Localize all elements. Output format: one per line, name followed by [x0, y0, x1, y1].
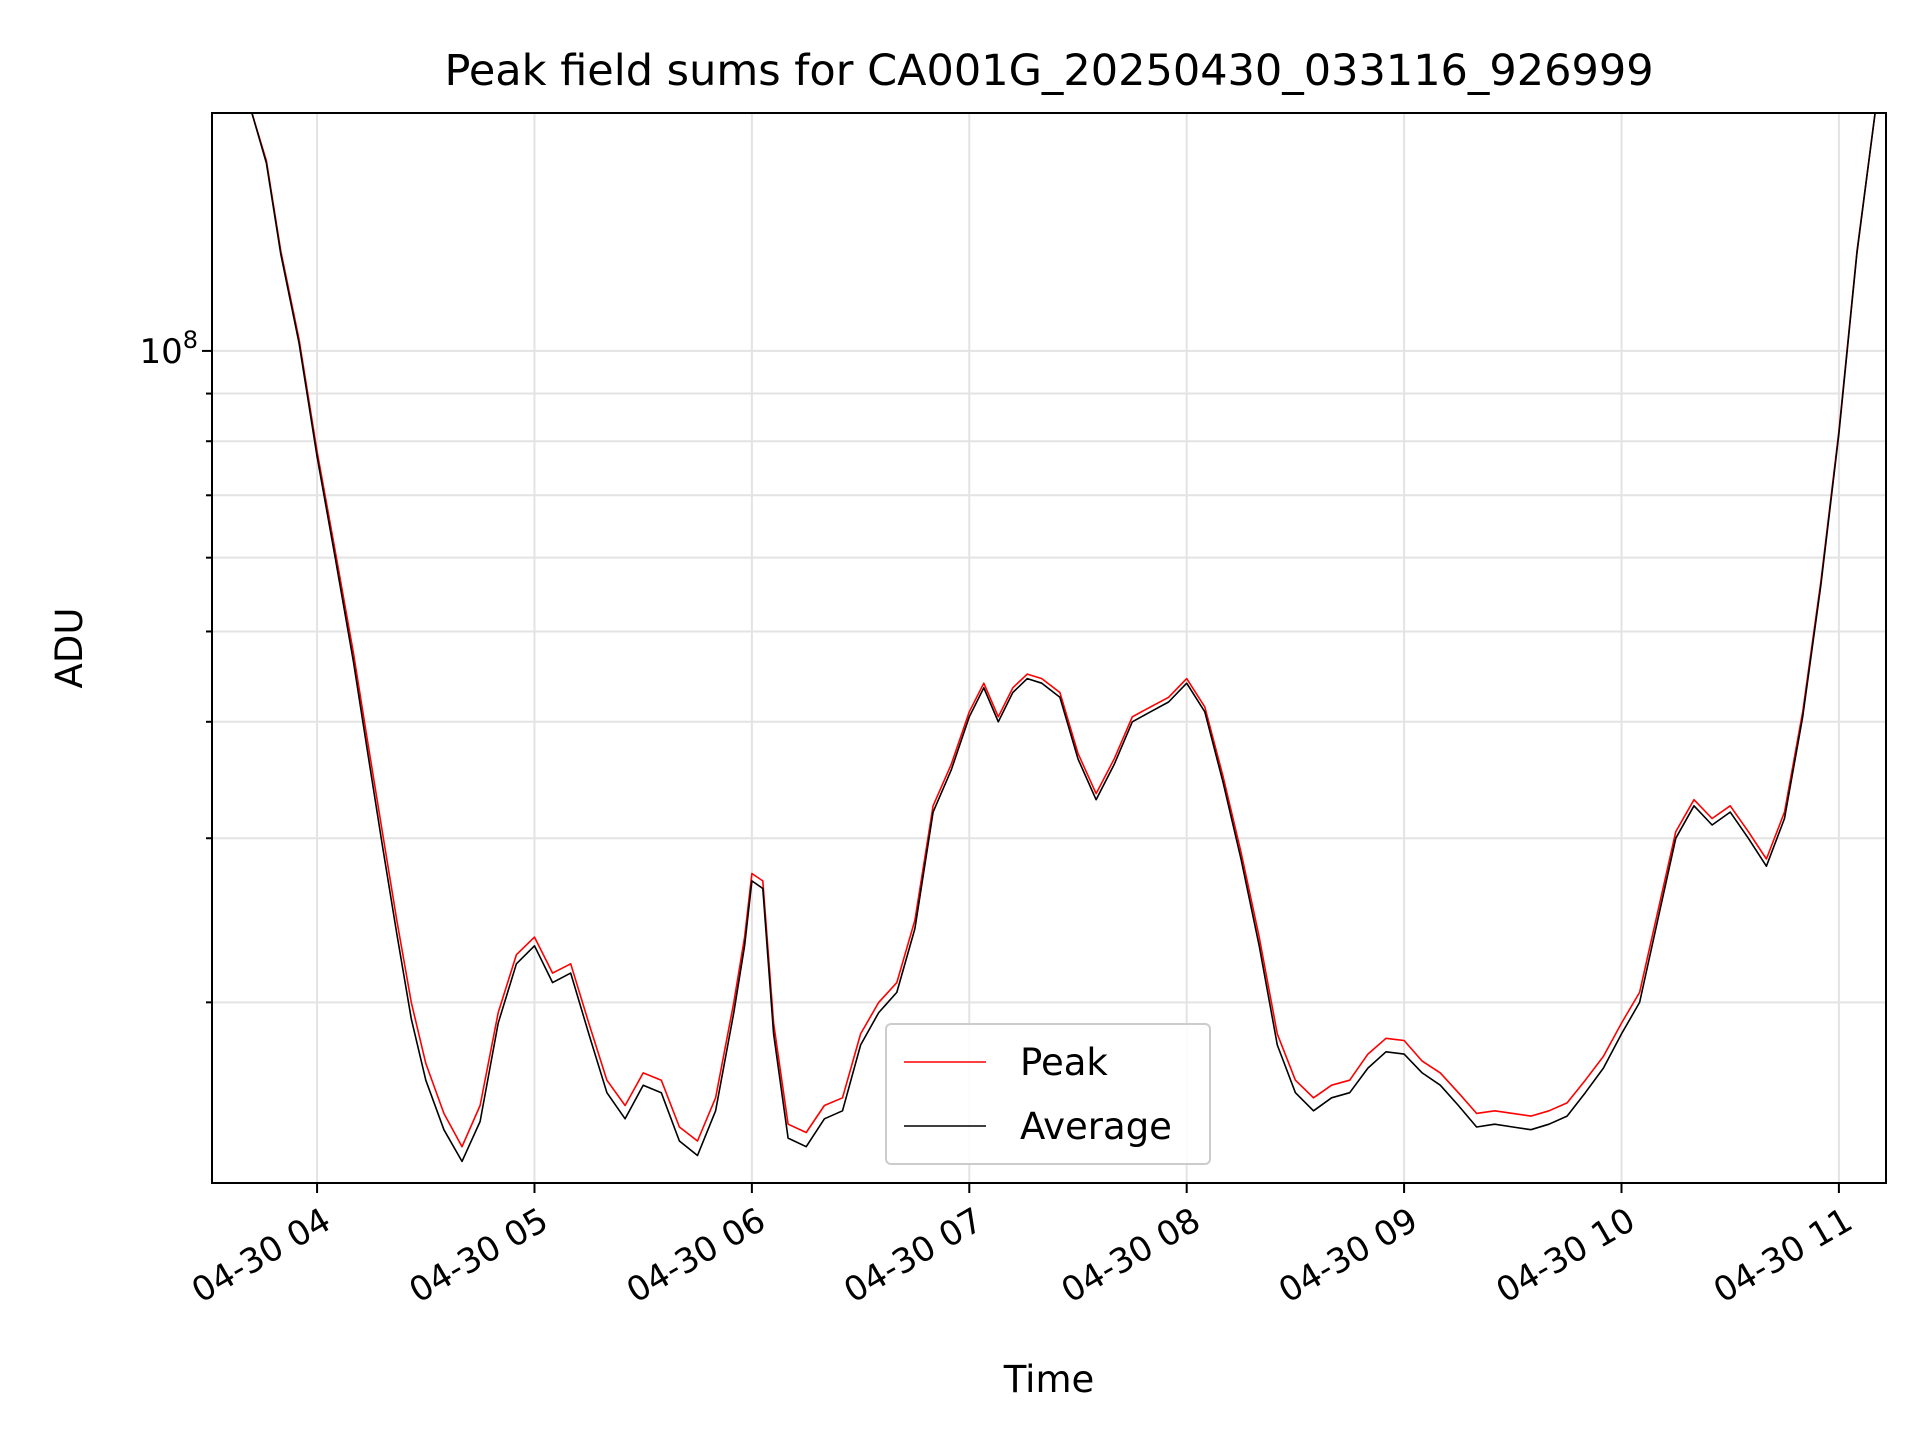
grid-lines — [212, 113, 1886, 1183]
legend-label-peak: Peak — [1020, 1041, 1108, 1084]
y-axis-label: ADU — [48, 608, 91, 689]
chart-title: Peak field sums for CA001G_20250430_0331… — [444, 46, 1653, 96]
series-line-peak — [230, 112, 1876, 1148]
plot-frame — [211, 112, 1887, 1184]
series-lines — [230, 112, 1876, 1163]
y-tick-label: 108 — [139, 326, 198, 372]
legend-box — [885, 1023, 1211, 1165]
legend: Peak Average — [885, 1023, 1211, 1165]
series-line-average — [230, 112, 1876, 1163]
legend-label-average: Average — [1020, 1105, 1172, 1148]
x-axis-label: Time — [1003, 1358, 1095, 1401]
